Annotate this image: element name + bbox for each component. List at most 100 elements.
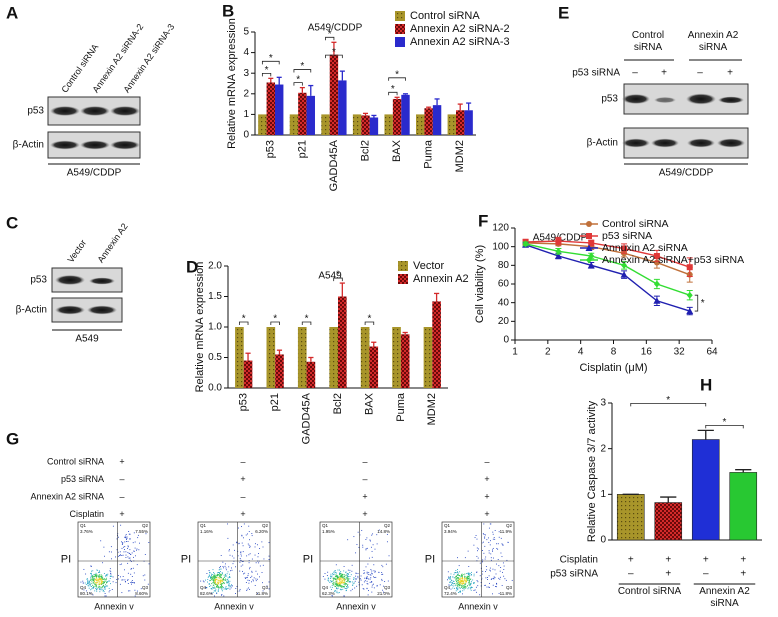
event-dot [210, 576, 211, 578]
event-dot [327, 578, 329, 580]
event-dot [381, 564, 383, 566]
event-dot [451, 581, 453, 583]
event-dot [457, 588, 459, 590]
event-dot [102, 576, 104, 578]
event-dot [92, 577, 94, 579]
sig-star: * [300, 61, 304, 72]
bar [298, 92, 307, 135]
event-dot [464, 581, 466, 583]
event-dot [459, 590, 461, 592]
event-dot [217, 587, 219, 589]
event-dot [464, 584, 466, 586]
event-dot [500, 567, 502, 568]
x-tick-label: GADD45A [300, 392, 312, 444]
event-dot [461, 582, 463, 584]
event-dot [100, 577, 102, 579]
event-dot [212, 581, 214, 583]
event-dot [462, 578, 464, 580]
event-dot [131, 583, 132, 585]
event-dot [221, 581, 223, 583]
event-dot [95, 582, 97, 584]
event-dot [353, 536, 355, 538]
sig-bracket [364, 321, 375, 325]
event-dot [108, 591, 110, 593]
bar [275, 354, 284, 388]
event-dot [344, 576, 346, 578]
event-dot [466, 573, 468, 575]
event-dot [226, 582, 228, 584]
x-tick-label: 4 [578, 347, 584, 358]
event-dot [352, 581, 354, 583]
event-dot [100, 587, 102, 589]
event-dot [345, 571, 347, 573]
event-dot [468, 584, 470, 586]
error-bar [362, 112, 369, 116]
event-dot [218, 574, 220, 576]
event-dot [336, 582, 338, 584]
event-dot [455, 572, 457, 573]
event-dot [94, 579, 96, 580]
event-dot [469, 579, 471, 580]
event-dot [106, 581, 108, 583]
event-dot [211, 593, 213, 594]
event-dot [347, 585, 349, 586]
event-dot [373, 564, 375, 566]
event-dot [140, 588, 142, 590]
event-dot [100, 574, 102, 576]
event-dot [491, 578, 493, 580]
event-dot [463, 574, 465, 576]
event-dot [94, 583, 96, 585]
event-dot [209, 586, 210, 587]
event-dot [352, 582, 354, 584]
x-tick-label: BAX [363, 392, 375, 415]
event-dot [338, 579, 340, 581]
quadrant-value: 1.16% [200, 529, 213, 534]
event-dot [376, 543, 378, 545]
event-dot [487, 579, 489, 580]
event-dot [147, 583, 149, 585]
event-dot [242, 537, 244, 539]
event-dot [484, 536, 486, 538]
event-dot [328, 580, 330, 582]
event-dot [452, 585, 454, 587]
event-dot [129, 533, 131, 535]
event-dot [381, 573, 383, 575]
event-dot [86, 578, 88, 580]
sign: – [697, 68, 703, 79]
event-dot [219, 580, 221, 582]
event-dot [93, 582, 95, 584]
lane-label: Annexin A2 [95, 221, 129, 264]
event-dot [98, 581, 100, 583]
event-dot [219, 584, 221, 586]
event-dot [205, 587, 207, 589]
event-dot [347, 581, 349, 582]
y-axis-label: PI [303, 553, 313, 565]
y-tick-label: 120 [492, 223, 509, 234]
sig-star: * [391, 84, 395, 95]
event-dot [340, 573, 342, 575]
event-dot [467, 576, 469, 578]
event-dot [222, 566, 224, 567]
event-dot [222, 580, 224, 582]
event-dot [329, 582, 331, 583]
event-dot [101, 578, 103, 580]
x-axis-label: Cisplatin (μM) [579, 362, 647, 374]
sig-bracket [261, 72, 272, 77]
event-dot [364, 577, 366, 579]
x-tick-label: MDM2 [426, 393, 438, 425]
event-dot [336, 574, 338, 576]
event-dot [332, 572, 334, 574]
event-dot [246, 589, 248, 591]
event-dot [462, 583, 463, 585]
event-dot [483, 523, 485, 525]
event-dot [101, 576, 102, 577]
event-dot [224, 563, 226, 565]
event-dot [373, 583, 374, 585]
event-dot [107, 581, 108, 583]
event-dot [477, 557, 479, 559]
y-tick-label: 60 [498, 279, 510, 290]
event-dot [246, 577, 248, 579]
event-dot [118, 536, 119, 538]
event-dot [109, 575, 111, 577]
event-dot [104, 592, 106, 594]
